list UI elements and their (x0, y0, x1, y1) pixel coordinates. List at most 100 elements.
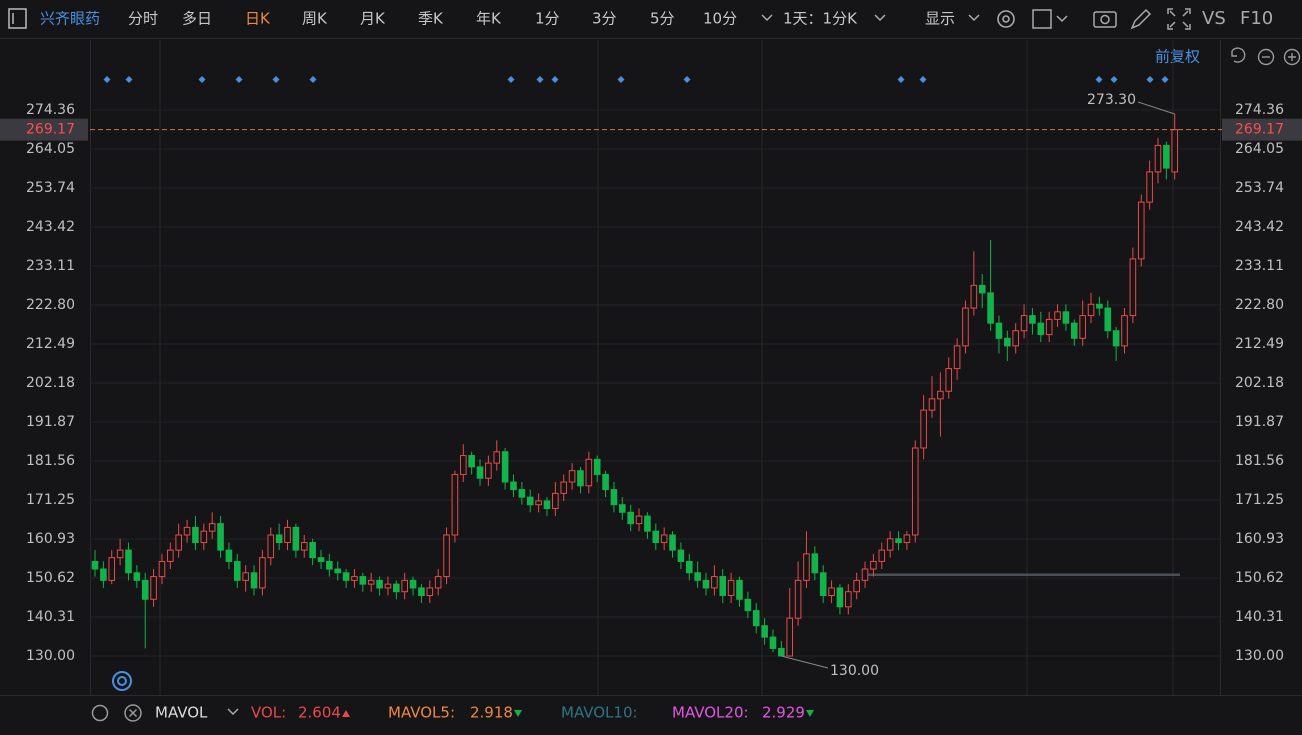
max-leader (1137, 101, 1175, 115)
candle-body (836, 587, 844, 608)
candle-body (786, 617, 794, 657)
candle-body (284, 526, 291, 544)
candle-body (1012, 330, 1020, 347)
candle-body (100, 568, 107, 581)
period-selector[interactable]: 1天：1分K (783, 10, 858, 28)
y-tick-label: 130.00 (26, 648, 75, 664)
y-tick-label-right: 243.42 (1235, 219, 1284, 235)
camera-icon[interactable] (1093, 11, 1117, 28)
candle-body (1029, 315, 1036, 324)
period-tab[interactable]: 日K (245, 10, 271, 28)
candle-body (1096, 303, 1103, 309)
y-tick-label: 243.42 (26, 219, 75, 235)
candle-body (635, 515, 643, 525)
candle-body (744, 598, 752, 612)
y-tick-label: 160.93 (26, 531, 75, 547)
candle-body (1087, 303, 1095, 317)
period-tab[interactable]: 5分 (650, 10, 675, 28)
vs-button[interactable]: VS (1202, 8, 1226, 29)
candle-body (970, 284, 978, 309)
candle-body (568, 470, 576, 483)
y-tick-label-right: 160.93 (1235, 531, 1284, 547)
candle-body (1062, 311, 1070, 324)
indicator-settings[interactable] (91, 704, 109, 722)
draw-icon[interactable] (1130, 8, 1152, 30)
stock-name[interactable]: 兴齐眼药 (40, 10, 100, 28)
f10-button[interactable]: F10 (1240, 8, 1273, 29)
candle-body (911, 447, 919, 536)
display-menu[interactable]: 显示 (925, 10, 955, 28)
candle-body (736, 579, 743, 600)
candle-body (91, 560, 99, 570)
period-tab[interactable]: 10分 (703, 10, 737, 28)
y-tick-label-right: 222.80 (1235, 297, 1284, 313)
indicator-name[interactable]: MAVOL (155, 704, 208, 722)
candle-body (552, 492, 559, 510)
fullscreen-icon[interactable] (1167, 8, 1191, 30)
zoom-in[interactable] (1283, 48, 1301, 66)
candle-body (577, 470, 584, 487)
candle-body (694, 572, 701, 581)
event-marker (235, 76, 243, 83)
zoom-out[interactable] (1257, 48, 1275, 66)
candle-body (309, 542, 316, 559)
candle-body (819, 572, 827, 596)
candle-body (727, 579, 735, 596)
event-marker (536, 76, 544, 83)
period-tab[interactable]: 1分 (535, 10, 560, 28)
period-tab[interactable]: 3分 (592, 10, 617, 28)
event-marker (1110, 76, 1118, 83)
last-price-label-right: 269.17 (1235, 122, 1284, 138)
candle-body (526, 496, 534, 506)
period-tab[interactable]: 多日 (182, 10, 212, 28)
event-marker (919, 76, 927, 83)
more-periods[interactable] (761, 14, 773, 22)
y-tick-label: 202.18 (26, 375, 75, 391)
y-tick-label-right: 191.87 (1235, 414, 1284, 430)
y-tick-label-right: 181.56 (1235, 453, 1284, 469)
candle-body (334, 568, 342, 574)
event-marker (309, 76, 317, 83)
period-tab[interactable]: 年K (476, 10, 502, 28)
candle-body (233, 560, 241, 581)
candle-body (468, 455, 475, 468)
period-tab[interactable]: 季K (418, 10, 444, 28)
period-tab[interactable]: 分时 (128, 10, 158, 28)
locate-icon[interactable] (112, 671, 132, 691)
candle-body (1045, 318, 1053, 336)
min-leader (781, 655, 829, 669)
candle-body (326, 560, 333, 570)
sidebar-toggle[interactable] (8, 8, 27, 29)
candle-body (1121, 315, 1128, 347)
undo-icon[interactable] (1231, 47, 1246, 63)
candle-body (886, 538, 894, 551)
candle-body (116, 549, 124, 559)
adjust-mode[interactable]: 前复权 (1155, 48, 1200, 66)
candle-body (711, 576, 718, 589)
y-tick-label-right: 150.62 (1235, 570, 1284, 586)
last-price-box (0, 118, 88, 141)
period-tab[interactable]: 月K (360, 10, 386, 28)
event-marker (125, 76, 133, 83)
y-tick-label: 222.80 (26, 297, 75, 313)
indicator-close-x (128, 708, 138, 718)
settings-icon[interactable] (997, 10, 1015, 28)
indicator-close[interactable] (124, 704, 142, 722)
event-marker (1095, 76, 1103, 83)
candle-body (150, 576, 157, 600)
mavol5-label: MAVOL5: (388, 704, 455, 722)
candle-body (418, 587, 425, 596)
candle-body (803, 553, 810, 581)
candle-body (351, 576, 358, 581)
y-tick-label: 191.87 (26, 414, 75, 430)
candle-body (476, 466, 484, 479)
event-marker (103, 76, 111, 83)
candle-body (175, 534, 182, 551)
period-tab[interactable]: 周K (302, 10, 328, 28)
candle-body (560, 481, 568, 494)
candle-body (493, 451, 501, 464)
color-box[interactable] (1032, 9, 1052, 29)
candle-body (208, 523, 216, 532)
candle-body (593, 458, 601, 475)
candle-body (719, 576, 727, 596)
